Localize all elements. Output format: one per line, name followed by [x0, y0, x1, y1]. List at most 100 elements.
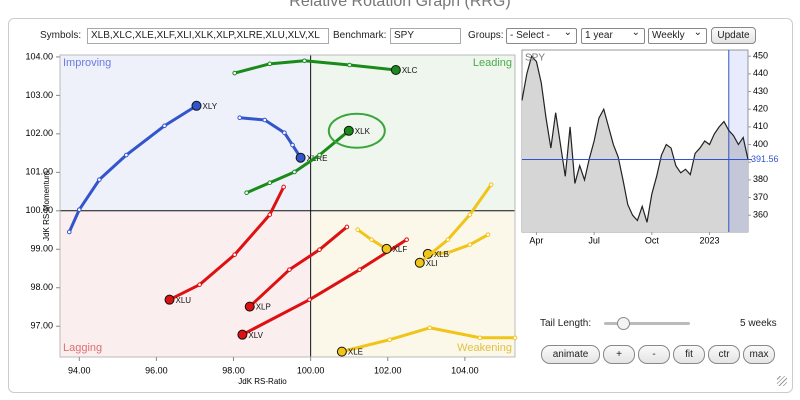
tail-point	[467, 242, 473, 247]
groups-select[interactable]: - Select -	[506, 26, 577, 44]
tail-point	[97, 177, 102, 182]
x-tick-label: Jul	[588, 235, 600, 245]
x-tick-label: 96.00	[145, 365, 168, 375]
tail-point	[124, 152, 129, 158]
quadrant	[60, 55, 311, 211]
x-tick-label: 2023	[700, 235, 720, 245]
tail-line	[248, 225, 349, 309]
y-axis-label: JdK RS-Momentum	[42, 171, 51, 241]
last-price-label: 391.56	[751, 154, 779, 164]
resize-grip[interactable]	[777, 376, 787, 386]
x-tick-label: 94.00	[68, 365, 91, 375]
tail-head	[237, 329, 248, 340]
chart-button[interactable]: +	[603, 345, 635, 364]
tail-head	[343, 125, 354, 136]
y-tick-label: 410	[753, 121, 768, 131]
tail-point	[357, 267, 362, 272]
quadrant-label: Weakening	[457, 342, 512, 354]
y-tick-label: 100.00	[25, 205, 53, 215]
series-label: XLY	[203, 102, 218, 111]
series-label: XLC	[402, 66, 418, 75]
tail-point	[76, 207, 82, 212]
series-label: XLE	[348, 348, 363, 357]
groups-label: Groups:	[468, 30, 504, 41]
tail-point	[512, 335, 518, 341]
y-tick-label: 370	[753, 192, 768, 202]
series-label: XLK	[355, 127, 371, 136]
x-tick-label: 98.00	[222, 365, 245, 375]
x-axis-label: JdK RS-Ratio	[238, 377, 287, 386]
tail-point	[287, 267, 292, 272]
symbols-label: Symbols:	[40, 30, 82, 41]
tail-point	[281, 184, 286, 190]
price-line	[521, 54, 749, 223]
quadrant	[310, 55, 515, 211]
series-label: XLF	[393, 245, 408, 254]
tail-head	[164, 294, 175, 305]
tail-head	[191, 100, 202, 111]
tail-point	[307, 297, 312, 302]
tail-head	[414, 257, 425, 268]
tail-point	[292, 169, 297, 175]
chart-button[interactable]: animate	[541, 345, 600, 364]
y-tick-label: 99.00	[30, 244, 53, 254]
tail-point	[427, 325, 433, 331]
tail-point	[66, 229, 72, 235]
tail-point	[232, 70, 237, 76]
series-label: XLI	[426, 259, 438, 268]
series-label: XLV	[248, 331, 263, 340]
tail-point	[267, 180, 273, 186]
interval-select[interactable]: Weekly	[648, 26, 707, 44]
tail-point	[445, 250, 451, 256]
tail-point	[477, 335, 483, 341]
symbols-input[interactable]: XLB,XLC,XLE,XLF,XLI,XLK,XLP,XLRE,XLU,XLV…	[87, 28, 329, 44]
tail-label: Tail Length:	[540, 318, 592, 329]
y-tick-label: 430	[753, 86, 768, 96]
y-tick-label: 104.00	[25, 51, 53, 61]
tail-point	[387, 337, 392, 342]
series-label: XLB	[434, 250, 449, 259]
y-tick-label: 103.00	[25, 90, 53, 100]
x-tick-label: Apr	[529, 235, 543, 245]
tail-line	[418, 183, 493, 265]
tail-point	[282, 130, 287, 136]
tail-slider-knob[interactable]	[617, 317, 630, 330]
tail-point	[344, 224, 350, 230]
x-tick-label: Oct	[645, 235, 660, 245]
quadrant-label: Leading	[473, 57, 512, 69]
tail-point	[244, 190, 249, 196]
y-tick-label: 101.00	[25, 167, 53, 177]
quadrant-label: Lagging	[63, 342, 102, 354]
tail-point	[232, 252, 237, 257]
tail-point	[317, 152, 322, 158]
update-button[interactable]: Update	[711, 27, 756, 44]
tail-point	[290, 142, 295, 148]
y-tick-label: 400	[753, 139, 768, 149]
x-tick-label: 102.00	[374, 365, 402, 375]
tail-point	[267, 61, 273, 67]
chart-button[interactable]: -	[638, 345, 670, 364]
tail-point	[485, 232, 491, 237]
period-select[interactable]: 1 year	[581, 26, 645, 44]
tail-point	[317, 247, 322, 252]
chart-button[interactable]: max	[743, 345, 775, 364]
benchmark-input[interactable]: SPY	[390, 28, 461, 44]
tail-head	[381, 243, 392, 254]
chart-button[interactable]: fit	[673, 345, 705, 364]
tail-slider-track[interactable]	[604, 322, 690, 325]
tail-head	[244, 301, 255, 312]
series-label: XLU	[176, 296, 192, 305]
tail-head	[336, 346, 347, 357]
y-tick-label: 97.00	[30, 321, 53, 331]
chart-button[interactable]: ctr	[708, 345, 740, 364]
y-tick-label: 380	[753, 174, 768, 184]
y-tick-label: 450	[753, 51, 768, 61]
tail-point	[162, 123, 167, 129]
x-tick-label: 104.00	[451, 365, 479, 375]
tail-line	[426, 233, 490, 256]
tail-line	[240, 238, 409, 337]
tail-point	[262, 117, 268, 123]
panel	[8, 18, 793, 393]
tail-point	[467, 212, 473, 217]
